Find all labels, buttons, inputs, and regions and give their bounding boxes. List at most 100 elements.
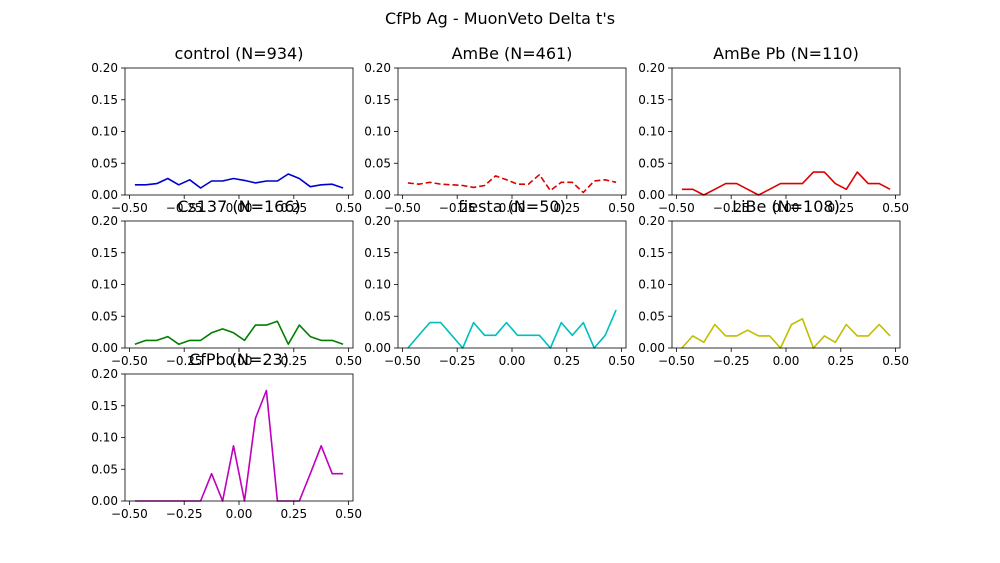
subplot-7: −0.50 −0.25 0.00 0.25 0.50 0.00 0.05 0.10 0.15 0.… <box>91 350 362 521</box>
y-tick-label: 0.00 <box>91 188 118 202</box>
y-tick-label: 0.20 <box>364 214 391 228</box>
x-tick-label: −0.25 <box>166 507 203 521</box>
subplot-4: −0.50 −0.25 0.00 0.25 0.50 0.00 0.05 0.10 0.15 0.… <box>91 197 362 368</box>
data-point <box>200 340 202 342</box>
y-tick-label: 0.15 <box>638 246 665 260</box>
data-point <box>233 332 235 334</box>
data-point <box>331 183 333 185</box>
data-point <box>473 322 475 324</box>
data-point <box>572 182 574 184</box>
x-tick-label: 0.50 <box>882 354 909 368</box>
series-line <box>681 171 891 196</box>
data-point <box>824 335 826 337</box>
data-point <box>780 183 782 185</box>
data-point <box>692 189 694 191</box>
data-point <box>211 473 213 475</box>
subplot-5: −0.50 −0.25 0.00 0.25 0.50 0.00 0.05 0.10 0.15 0.… <box>364 197 635 368</box>
x-tick-label: 0.00 <box>499 354 526 368</box>
data-point <box>342 187 344 189</box>
data-point <box>867 183 869 185</box>
data-point <box>539 174 541 176</box>
y-tick-label: 0.00 <box>91 341 118 355</box>
subplot-title: control (N=934) <box>175 44 304 63</box>
data-point <box>561 322 563 324</box>
x-tick-label: −0.50 <box>658 201 695 215</box>
data-point <box>791 183 793 185</box>
y-tick-label: 0.15 <box>364 246 391 260</box>
y-tick-label: 0.20 <box>91 367 118 381</box>
data-point <box>736 335 738 337</box>
y-tick-label: 0.10 <box>91 278 118 292</box>
y-tick-label: 0.05 <box>364 156 391 170</box>
data-point <box>747 189 749 191</box>
data-point <box>342 343 344 345</box>
data-point <box>604 335 606 337</box>
data-point <box>583 192 585 194</box>
y-tick-label: 0.20 <box>638 214 665 228</box>
data-point <box>736 183 738 185</box>
data-point <box>889 335 891 337</box>
x-tick-label: −0.50 <box>111 354 148 368</box>
data-point <box>681 189 683 191</box>
x-tick-label: −0.50 <box>384 201 421 215</box>
data-point <box>495 175 497 177</box>
data-point <box>255 418 257 420</box>
data-point <box>429 322 431 324</box>
y-tick-label: 0.15 <box>91 399 118 413</box>
data-point <box>714 189 716 191</box>
x-tick-label: 0.50 <box>608 354 635 368</box>
x-tick-label: −0.25 <box>166 201 203 215</box>
y-tick-label: 0.15 <box>364 93 391 107</box>
data-point <box>878 183 880 185</box>
data-point <box>615 309 617 311</box>
data-point <box>835 342 837 344</box>
y-tick-label: 0.20 <box>364 61 391 75</box>
subplot-6: −0.50 −0.25 0.00 0.25 0.50 0.00 0.05 0.10 0.15 0.… <box>638 197 909 368</box>
data-point <box>747 329 749 331</box>
data-point <box>233 178 235 180</box>
data-point <box>233 445 235 447</box>
data-point <box>495 335 497 337</box>
data-point <box>615 182 617 184</box>
x-tick-label: 0.25 <box>553 201 580 215</box>
y-tick-label: 0.20 <box>91 61 118 75</box>
data-point <box>211 180 213 182</box>
x-tick-label: −0.50 <box>384 354 421 368</box>
x-tick-label: 0.50 <box>882 201 909 215</box>
x-tick-label: −0.25 <box>439 201 476 215</box>
data-point <box>277 321 279 323</box>
data-point <box>835 183 837 185</box>
data-point <box>211 332 213 334</box>
data-point <box>703 342 705 344</box>
data-point <box>255 182 257 184</box>
data-point <box>299 178 301 180</box>
data-point <box>758 335 760 337</box>
data-point <box>769 335 771 337</box>
y-tick-label: 0.00 <box>638 188 665 202</box>
x-tick-label: 0.00 <box>773 354 800 368</box>
data-point <box>222 328 224 330</box>
data-point <box>791 324 793 326</box>
data-point <box>813 171 815 173</box>
data-point <box>320 340 322 342</box>
y-tick-label: 0.05 <box>364 309 391 323</box>
x-tick-label: 0.50 <box>335 507 362 521</box>
y-tick-label: 0.05 <box>638 309 665 323</box>
data-point <box>857 171 859 173</box>
x-tick-label: 0.25 <box>280 354 307 368</box>
data-point <box>200 187 202 189</box>
x-tick-label: −0.50 <box>111 201 148 215</box>
y-tick-label: 0.20 <box>91 214 118 228</box>
series-line <box>407 173 617 194</box>
data-point <box>167 336 169 338</box>
subplot-title: AmBe (N=461) <box>452 44 573 63</box>
subplot-2: −0.50 −0.25 0.00 0.25 0.50 0.00 0.05 0.10 0.15 0.… <box>364 44 635 215</box>
x-tick-label: −0.50 <box>111 507 148 521</box>
y-tick-label: 0.10 <box>638 278 665 292</box>
data-point <box>178 343 180 345</box>
data-point <box>550 190 552 192</box>
data-point <box>222 180 224 182</box>
y-tick-label: 0.15 <box>638 93 665 107</box>
data-point <box>824 171 826 173</box>
